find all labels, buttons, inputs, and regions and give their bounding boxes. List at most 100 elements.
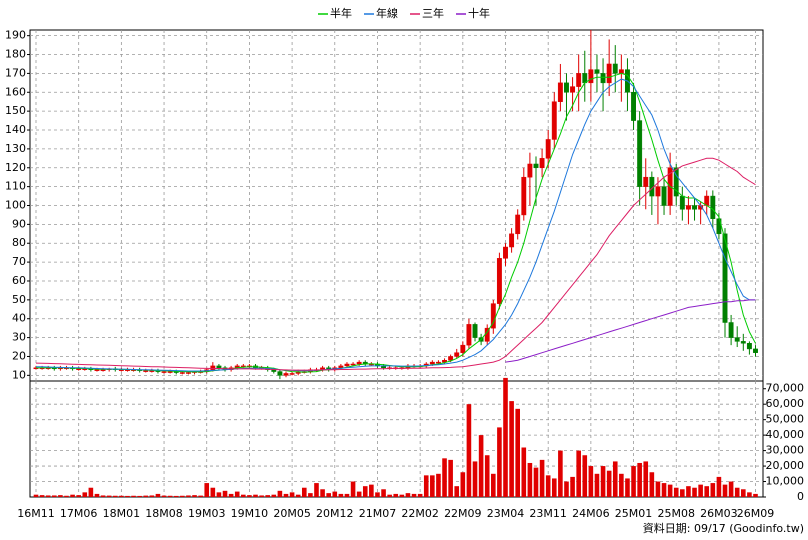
candle-body [143, 370, 149, 372]
candle-body [338, 365, 344, 369]
volume-bar [612, 461, 618, 497]
volume-bar [497, 427, 502, 497]
volume-bar [722, 484, 728, 497]
volume-bar [576, 450, 581, 497]
candle-body [167, 371, 173, 373]
volume-bar [448, 459, 453, 497]
candle-body [618, 69, 624, 74]
volume-bar [283, 493, 289, 497]
x-tick-label: 17M06 [60, 507, 98, 520]
candle-body [545, 139, 551, 159]
volume-bar [271, 494, 277, 497]
volume-bar [362, 486, 368, 497]
volume-bar [728, 481, 734, 497]
volume-bar [594, 473, 600, 497]
x-tick-label: 18M08 [145, 507, 183, 520]
volume-bar [192, 495, 197, 497]
x-tick-label: 25M08 [657, 507, 695, 520]
candle-body [185, 372, 191, 374]
volume-bar [588, 466, 594, 497]
volume-bar [247, 495, 252, 497]
candle-body [161, 371, 167, 373]
candle-body [509, 233, 515, 248]
volume-bar [515, 408, 520, 497]
volume-bar [332, 491, 338, 497]
y-tick-label: 120 [5, 161, 26, 174]
ma-line [36, 78, 756, 372]
volume-bar [301, 487, 307, 497]
volume-bar [265, 495, 271, 497]
candle-body [753, 348, 758, 353]
volume-bar [753, 493, 758, 497]
volume-bar [216, 492, 222, 497]
volume-bar [119, 495, 124, 497]
y-tick-label: 110 [5, 180, 26, 193]
volume-bar [277, 490, 283, 497]
volume-bar [570, 476, 575, 497]
volume-bar [70, 494, 75, 497]
candle-body [350, 363, 356, 366]
candle-body [746, 343, 752, 350]
volume-bar [491, 473, 496, 497]
x-tick-label: 21M07 [359, 507, 397, 520]
volume-bar [82, 492, 88, 497]
volume-bar [564, 481, 569, 497]
y-tick-label: 50 [12, 293, 26, 306]
volume-bar [381, 489, 386, 497]
candle-body [564, 82, 569, 93]
candle-body [631, 92, 637, 121]
volume-bar [131, 495, 136, 497]
volume-bar [289, 492, 295, 497]
y-tick-label: 60 [12, 274, 26, 287]
y2-tick-label: 0 [797, 490, 804, 503]
candle-body [710, 195, 716, 219]
candle-body [448, 356, 454, 361]
candle-body [557, 82, 563, 102]
y2-tick-label: 30,000 [766, 444, 805, 457]
volume-bar [417, 493, 423, 497]
volume-bar [399, 494, 405, 497]
volume-bar [734, 487, 740, 497]
y-tick-label: 100 [5, 199, 26, 212]
candle-body [472, 324, 478, 338]
volume-bar [45, 495, 51, 497]
volume-bar [545, 475, 551, 497]
volume-bar [344, 493, 350, 497]
y-tick-label: 70 [12, 255, 26, 268]
volume-bar [228, 493, 234, 497]
volume-bar [631, 466, 636, 497]
y-tick-label: 160 [5, 85, 26, 98]
volume-bar [161, 495, 167, 497]
volume-bar [308, 493, 313, 497]
x-tick-label: 20M05 [273, 507, 311, 520]
volume-bar [673, 487, 679, 497]
x-tick-label: 26M03 [700, 507, 738, 520]
candle-body [576, 73, 582, 87]
volume-bar [643, 461, 649, 497]
candle-body [588, 69, 594, 84]
volume-bar [137, 495, 142, 497]
legend-label: 年線 [376, 6, 398, 20]
footer: 資料日期: 09/17 (Goodinfo.tw) [643, 521, 804, 535]
candle-body [679, 195, 685, 210]
volume-bar [484, 455, 490, 497]
volume-bar [509, 401, 514, 497]
y-tick-label: 150 [5, 104, 26, 117]
volume-bar [716, 476, 722, 497]
volume-bar [582, 455, 588, 497]
volume-bar [698, 484, 703, 497]
volume-bar [149, 495, 155, 497]
volume-bar [551, 478, 557, 497]
volume-bar [180, 495, 185, 497]
x-tick-label: 19M10 [231, 507, 269, 520]
x-tick-label: 19M03 [188, 507, 226, 520]
y-tick-label: 10 [12, 368, 26, 381]
volume-bar [234, 491, 240, 497]
volume-bar [338, 493, 344, 497]
candle-body [527, 163, 533, 178]
candle-body [643, 176, 649, 187]
candle-body [442, 359, 447, 363]
candle-body [515, 214, 521, 235]
candle-body [655, 186, 661, 197]
